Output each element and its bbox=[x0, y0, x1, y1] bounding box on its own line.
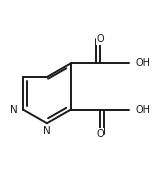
Text: OH: OH bbox=[135, 58, 150, 68]
Text: O: O bbox=[96, 34, 104, 44]
Text: N: N bbox=[43, 126, 51, 136]
Text: OH: OH bbox=[135, 104, 150, 114]
Text: N: N bbox=[10, 104, 17, 114]
Text: O: O bbox=[96, 129, 104, 138]
